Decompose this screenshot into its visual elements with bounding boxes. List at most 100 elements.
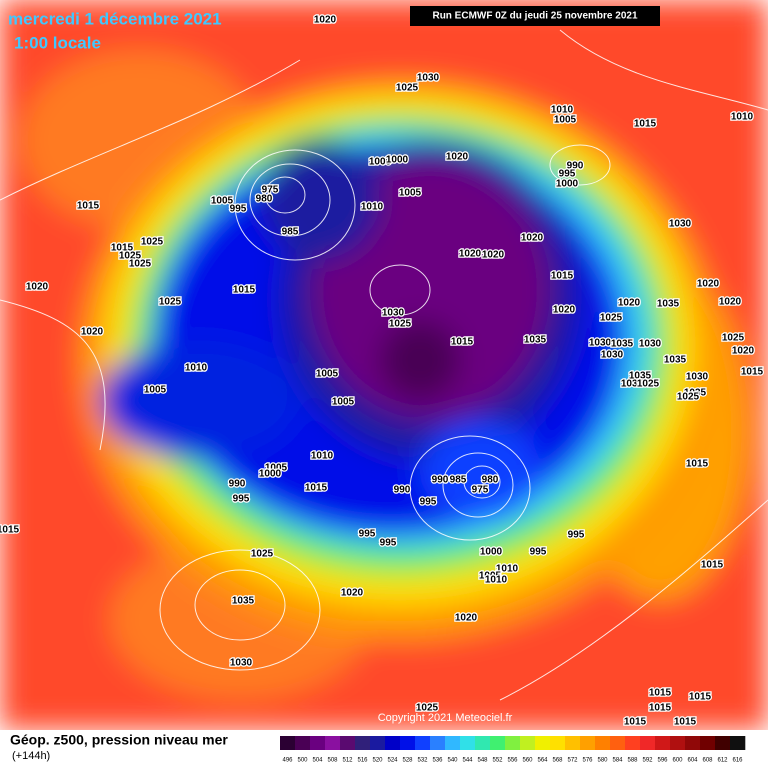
isobar-label: 1030 bbox=[686, 372, 709, 383]
copyright: Copyright 2021 Meteociel.fr bbox=[378, 712, 513, 724]
isobar-label: 1010 bbox=[185, 363, 208, 374]
scale-cell bbox=[355, 736, 371, 750]
run: Run ECMWF 0Z du jeudi 25 novembre 2021 bbox=[432, 11, 637, 22]
scale-label: 532 bbox=[417, 758, 428, 764]
isobar-label: 1020 bbox=[719, 297, 742, 308]
scale-label: 580 bbox=[597, 758, 608, 764]
scale-label: 552 bbox=[492, 758, 503, 764]
scale-label: 564 bbox=[537, 758, 548, 764]
scale-label: 512 bbox=[342, 758, 353, 764]
isobar-label: 1010 bbox=[496, 564, 519, 575]
scale-label: 516 bbox=[357, 758, 368, 764]
scale-label: 568 bbox=[552, 758, 563, 764]
isobar-label: 1025 bbox=[600, 313, 623, 324]
scale-label: 528 bbox=[402, 758, 413, 764]
scale-cell bbox=[490, 736, 506, 750]
scale-label: 616 bbox=[732, 758, 743, 764]
isobar-label: 1010 bbox=[731, 112, 754, 123]
scale-cell bbox=[625, 736, 641, 750]
isobar-label: 1035 bbox=[684, 388, 707, 399]
scale-cell bbox=[700, 736, 716, 750]
isobar-label: 1030 bbox=[669, 219, 692, 230]
isobar-label: 985 bbox=[282, 227, 299, 238]
isobar-label: 1025 bbox=[677, 392, 700, 403]
isobar-label: 1015 bbox=[305, 483, 328, 494]
scale-label: 592 bbox=[642, 758, 653, 764]
scale-label: 500 bbox=[297, 758, 308, 764]
isobar-label: 1020 bbox=[81, 327, 104, 338]
scale-cell bbox=[550, 736, 566, 750]
scale-label: 572 bbox=[567, 758, 578, 764]
scale-label: 600 bbox=[672, 758, 683, 764]
isobar-label: 1025 bbox=[251, 549, 274, 560]
scale-label: 524 bbox=[387, 758, 398, 764]
scale-cell bbox=[445, 736, 461, 750]
isobar-label: 1020 bbox=[732, 346, 755, 357]
scale-cell bbox=[595, 736, 611, 750]
isobar-label: 1005 bbox=[316, 369, 339, 380]
scale-cell bbox=[715, 736, 731, 750]
isobar-label: 990 bbox=[567, 161, 584, 172]
isobar-label: 1015 bbox=[624, 717, 647, 728]
scale-cell bbox=[670, 736, 686, 750]
scale-label: 588 bbox=[627, 758, 638, 764]
isobar-label: 1015 bbox=[233, 285, 256, 296]
isobar-label: 1015 bbox=[551, 271, 574, 282]
isobar-label: 1030 bbox=[589, 338, 612, 349]
scale-cell bbox=[640, 736, 656, 750]
footer-title: Géop. z500, pression niveau mer bbox=[10, 732, 228, 748]
isobar-label: 1025 bbox=[396, 83, 419, 94]
isobar-label: 1025 bbox=[141, 237, 164, 248]
isobar-label: 1025 bbox=[389, 319, 412, 330]
isobar-label: 1030 bbox=[639, 339, 662, 350]
scale-label: 508 bbox=[327, 758, 338, 764]
isobar-label: 1020 bbox=[459, 249, 482, 260]
isobar-label: 1015 bbox=[674, 717, 697, 728]
color-scale: 496 500 504 508 512 516 520 524 528 532 536 540 544 5… bbox=[280, 736, 746, 764]
isobar-label: 1015 bbox=[686, 459, 709, 470]
isobar-label: 995 bbox=[559, 169, 576, 180]
isobar-label: 1015 bbox=[649, 703, 672, 714]
isobar-label: 995 bbox=[530, 547, 547, 558]
isobar-label: 1030 bbox=[382, 308, 405, 319]
scale-label: 504 bbox=[312, 758, 323, 764]
scale-cell bbox=[520, 736, 536, 750]
isobar-label: 1035 bbox=[621, 379, 644, 390]
scale-cell bbox=[535, 736, 551, 750]
scale-label: 576 bbox=[582, 758, 593, 764]
isobar-label: 1025 bbox=[129, 259, 152, 270]
scale-cell bbox=[295, 736, 311, 750]
scale-cell bbox=[385, 736, 401, 750]
isobar-label: 1020 bbox=[697, 279, 720, 290]
isobar-label: 1005 bbox=[265, 463, 288, 474]
scale-label: 612 bbox=[717, 758, 728, 764]
run-box bbox=[410, 6, 660, 26]
header: mercredi 1 décembre 2021 1:00 locale Run… bbox=[8, 6, 660, 52]
isobar-label: 1010 bbox=[551, 105, 574, 116]
isobar-label: 995 bbox=[568, 530, 585, 541]
isobar-label: 1005 bbox=[332, 397, 355, 408]
scale-label: 584 bbox=[612, 758, 623, 764]
isobar-label: 1035 bbox=[664, 355, 687, 366]
isobar-label: 1035 bbox=[524, 335, 547, 346]
isobar-label: 990 bbox=[229, 479, 246, 490]
isobar-label: 1020 bbox=[341, 588, 364, 599]
scale-cell bbox=[325, 736, 341, 750]
isobar-label: 995 bbox=[359, 529, 376, 540]
isobar-label: 1015 bbox=[689, 692, 712, 703]
isobar-label: 1020 bbox=[455, 613, 478, 624]
scale-cell bbox=[685, 736, 701, 750]
isobar-label: 1015 bbox=[649, 688, 672, 699]
isobar-label: 1020 bbox=[446, 152, 469, 163]
time: 1:00 locale bbox=[14, 33, 101, 52]
isobar-label: 995 bbox=[230, 204, 247, 215]
isobar-label: 1005 bbox=[369, 157, 392, 168]
isobar-label: 1005 bbox=[144, 385, 167, 396]
isobar-label: 1020 bbox=[553, 305, 576, 316]
isobar-label: 990 bbox=[432, 475, 449, 486]
field bbox=[0, 0, 768, 730]
scale-label: 604 bbox=[687, 758, 698, 764]
isobar-label: 1005 bbox=[479, 571, 502, 582]
isobar-label: 975 bbox=[262, 185, 279, 196]
